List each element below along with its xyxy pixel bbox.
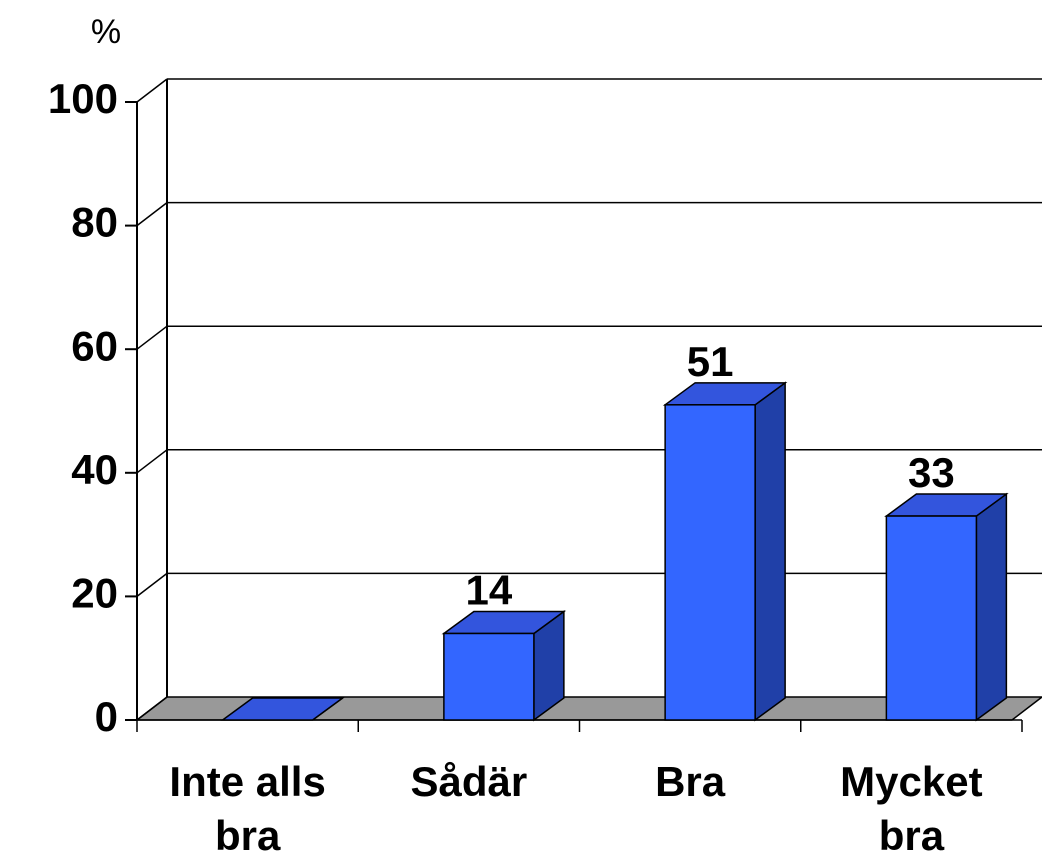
bar-side xyxy=(975,492,1008,722)
grid-diag xyxy=(136,325,168,350)
y-tick-label: 20 xyxy=(71,569,118,616)
y-tick-label: 80 xyxy=(71,199,118,246)
y-tick-label: 40 xyxy=(71,446,118,493)
bar xyxy=(885,515,978,721)
bar-side xyxy=(754,381,786,722)
bar-top xyxy=(220,697,345,721)
y-tick-label: 0 xyxy=(95,693,118,740)
x-tick-label: Inte alls bra xyxy=(169,758,326,857)
grid-diag xyxy=(136,78,168,103)
x-tick-label: Bra xyxy=(655,758,726,805)
data-label: 33 xyxy=(908,449,955,496)
y-tick-label: 100 xyxy=(48,75,118,122)
grid-diag xyxy=(136,202,168,227)
grid-diag xyxy=(136,572,168,597)
y-axis-label: % xyxy=(91,13,121,51)
x-tick-label: Sådär xyxy=(410,758,528,805)
bar xyxy=(443,632,535,721)
x-tick-label: Mycket bra xyxy=(840,758,983,857)
y-tick-label: 60 xyxy=(71,322,118,369)
data-label: 51 xyxy=(687,338,734,385)
data-label: 14 xyxy=(466,567,513,614)
grid-diag xyxy=(136,696,168,721)
grid-diag xyxy=(136,449,168,474)
bar xyxy=(664,404,756,721)
